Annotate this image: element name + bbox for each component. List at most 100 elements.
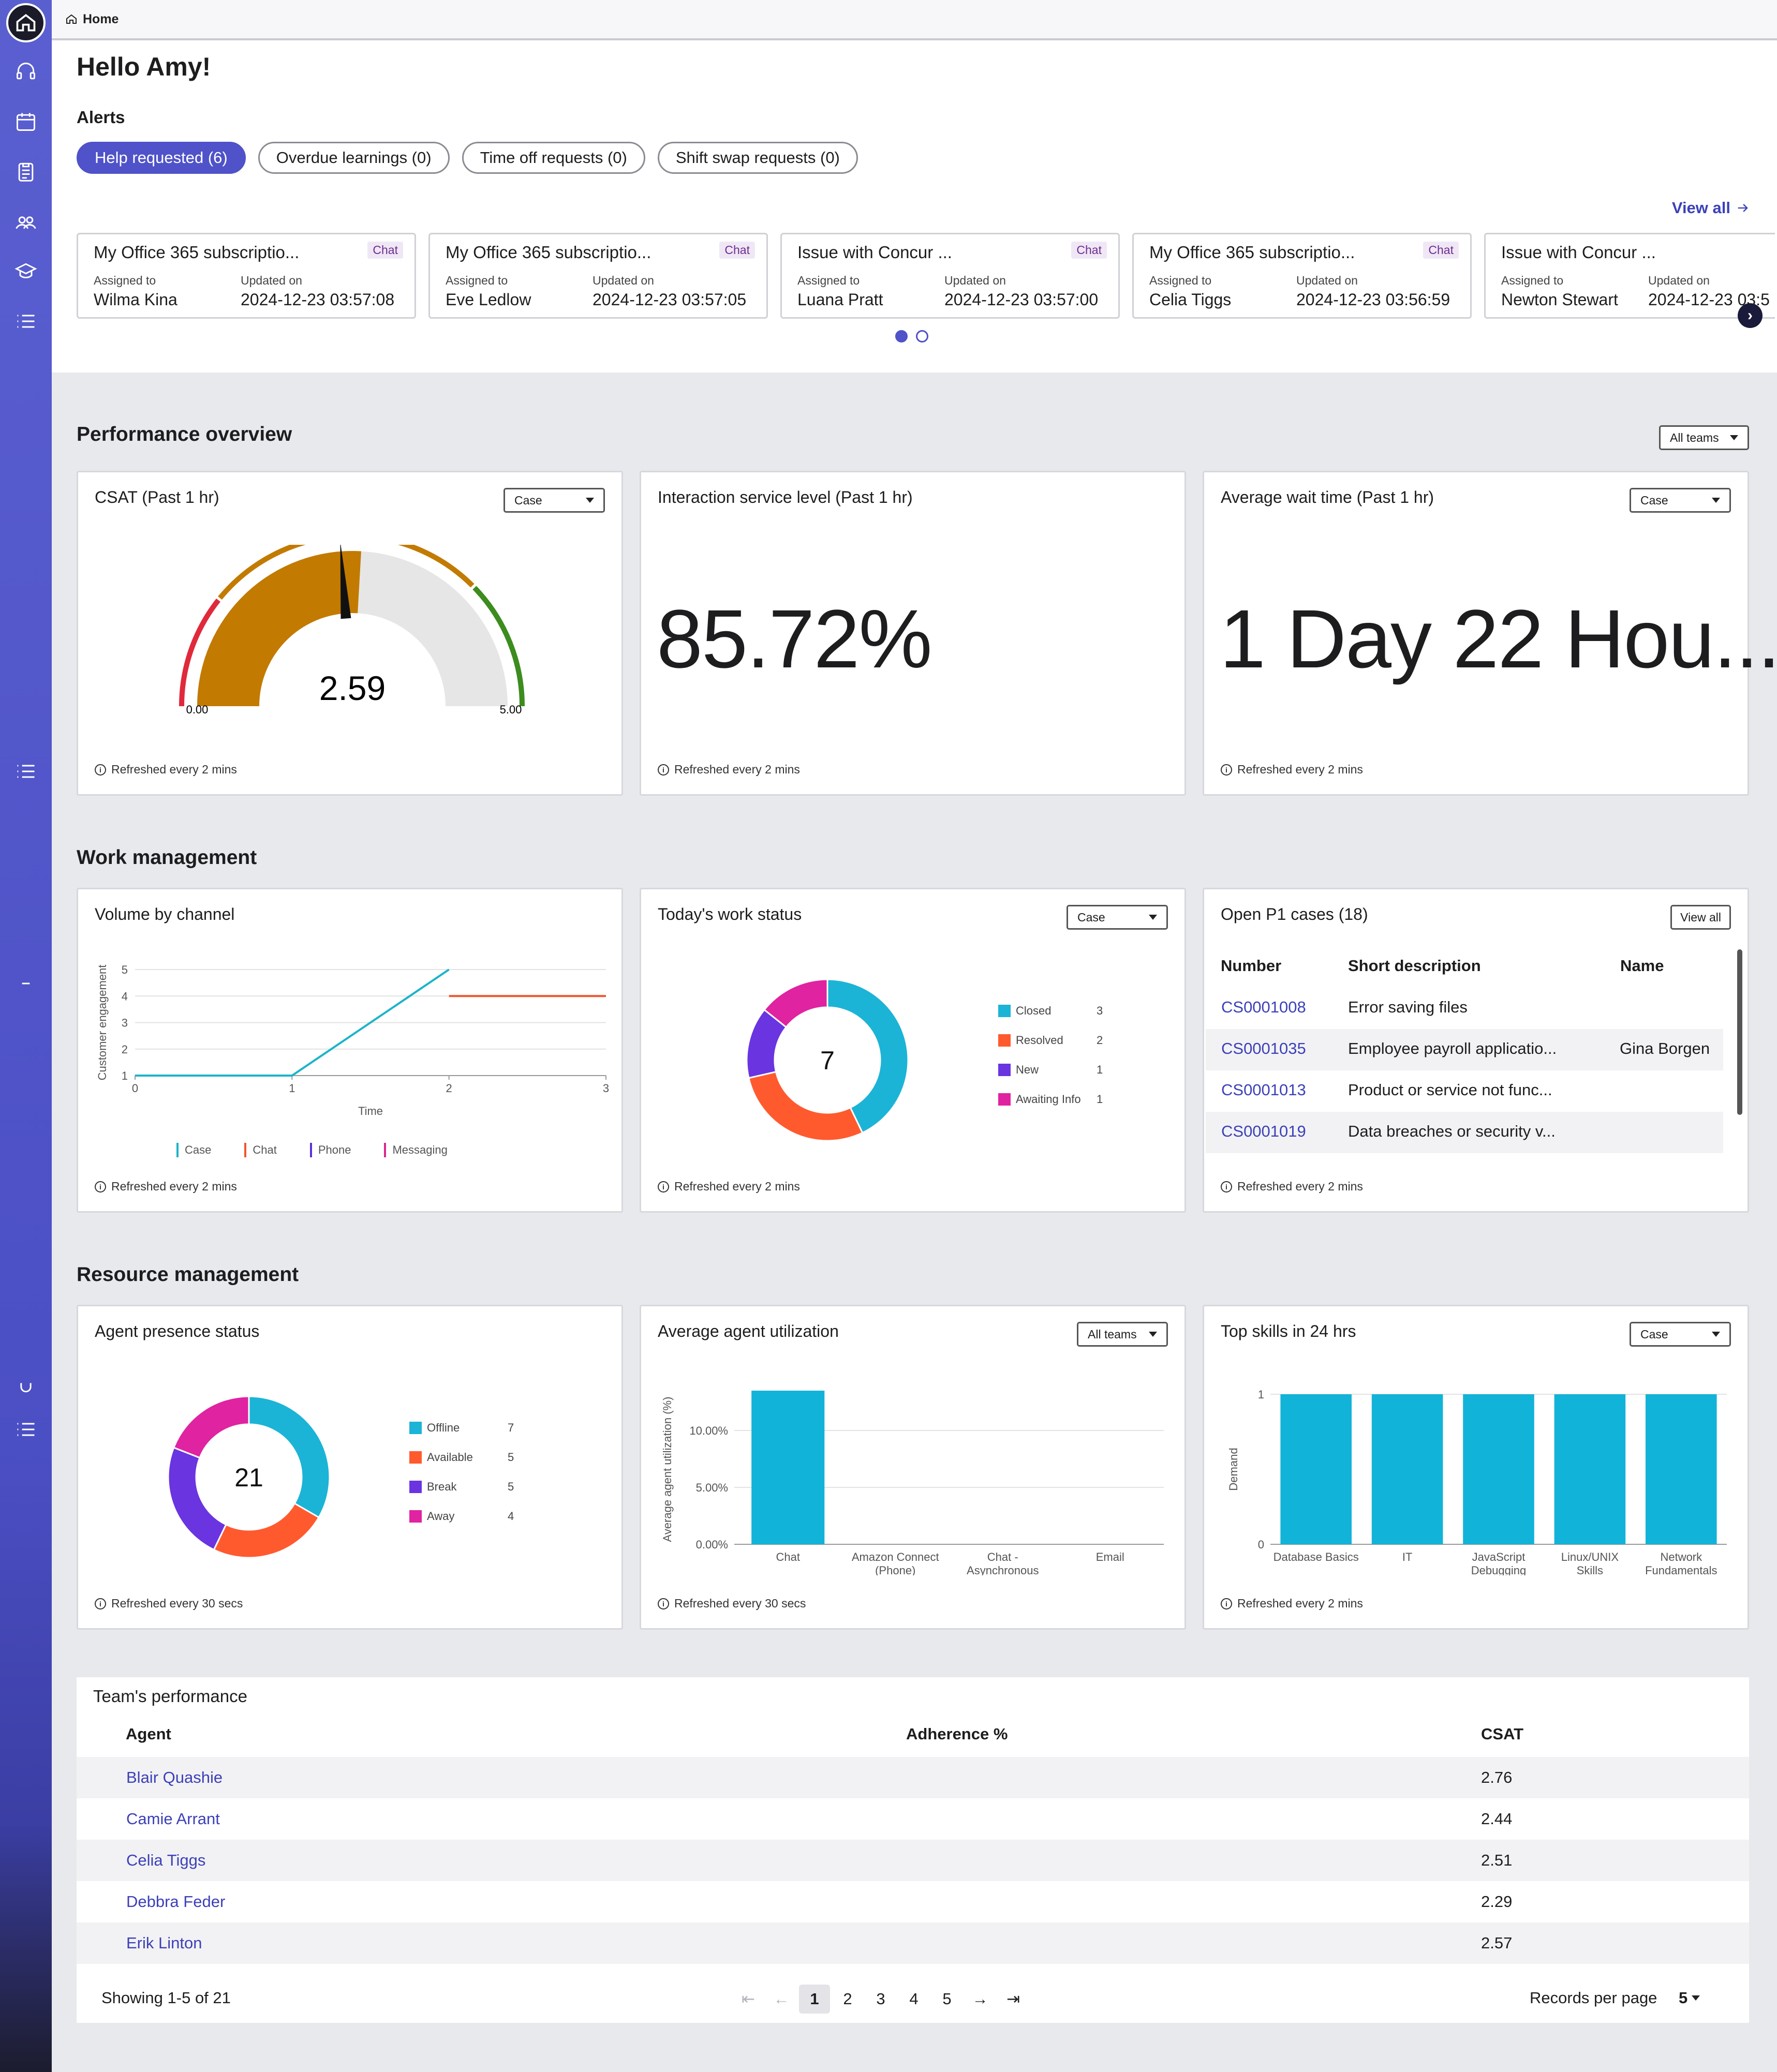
utilization-filter-dropdown[interactable]: All teams (1077, 1322, 1168, 1347)
legend-item-new[interactable]: New 1 (998, 1063, 1112, 1077)
alerts-view-all-link[interactable]: View all (1672, 199, 1750, 217)
legend-item-break[interactable]: Break 5 (409, 1480, 523, 1494)
table-row[interactable]: Erik Linton 2.57 (77, 1922, 1749, 1964)
legend-value: 1 (1097, 1063, 1103, 1076)
agent-link[interactable]: Erik Linton (126, 1934, 202, 1952)
alert-card[interactable]: My Office 365 subscriptio... Chat Assign… (77, 233, 416, 319)
carousel-dot-1[interactable] (895, 330, 908, 342)
info-icon: i (658, 764, 669, 776)
records-per-page-value: 5 (1679, 1989, 1688, 2007)
table-row[interactable]: Camie Arrant 2.44 (77, 1798, 1749, 1840)
team-icon[interactable] (13, 209, 39, 235)
prev-page-icon[interactable]: ← (773, 1990, 790, 2008)
case-description: Error saving files (1348, 998, 1468, 1016)
donut-slice-break (167, 1447, 227, 1551)
info-icon: i (658, 1181, 669, 1192)
csat-filter-dropdown[interactable]: Case (504, 488, 605, 513)
agent-link[interactable]: Debbra Feder (126, 1892, 226, 1911)
graduation-cap-icon[interactable] (13, 259, 39, 285)
table-row[interactable]: CS0001008 Error saving files (1206, 988, 1723, 1029)
donut-slice-resolved (748, 1070, 864, 1142)
list-icon[interactable] (13, 308, 39, 334)
next-page-icon[interactable]: → (972, 1990, 988, 2008)
table-row[interactable]: Celia Tiggs 2.51 (77, 1840, 1749, 1881)
p1-view-all-button[interactable]: View all (1670, 905, 1731, 930)
page-title: Hello Amy! (77, 52, 211, 81)
agent-link[interactable]: Celia Tiggs (126, 1851, 206, 1869)
records-per-page-select[interactable]: 5 (1679, 1989, 1700, 2007)
x-tick-label: Debugging (1471, 1564, 1526, 1575)
table-row[interactable]: Blair Quashie 2.76 (77, 1757, 1749, 1798)
carousel-dot-2[interactable] (916, 330, 928, 342)
y-tick-label: 0.00% (696, 1538, 728, 1551)
pill-shift-swap-requests[interactable]: Shift swap requests (0) (657, 142, 858, 174)
col-header-adherence[interactable]: Adherence % (906, 1725, 1008, 1743)
case-number-link[interactable]: CS0001013 (1221, 1081, 1306, 1099)
page-button-1[interactable]: 1 (799, 1985, 830, 2014)
legend-item-closed[interactable]: Closed 3 (998, 1004, 1112, 1018)
bar (1554, 1394, 1626, 1544)
agent-link[interactable]: Blair Quashie (126, 1768, 223, 1786)
legend-item-away[interactable]: Away 4 (409, 1510, 523, 1523)
calendar-icon[interactable] (13, 109, 39, 135)
legend-item-phone[interactable]: Phone (309, 1143, 351, 1157)
legend-item-case[interactable]: Case (176, 1143, 211, 1157)
table-row[interactable]: CS0001035 Employee payroll applicatio...… (1206, 1029, 1723, 1070)
panel-title: CSAT (Past 1 hr) (95, 488, 219, 506)
alert-card[interactable]: My Office 365 subscriptio... Chat Assign… (428, 233, 768, 319)
pill-help-requested[interactable]: Help requested (6) (77, 142, 246, 174)
col-header-agent[interactable]: Agent (126, 1725, 171, 1743)
cup-icon[interactable] (13, 1372, 39, 1398)
refresh-note: i Refreshed every 2 mins (1221, 1597, 1363, 1611)
col-header-name[interactable]: Name (1620, 957, 1664, 975)
work-status-filter-dropdown[interactable]: Case (1067, 905, 1168, 930)
legend-item-available[interactable]: Available 5 (409, 1451, 523, 1464)
page-button-4[interactable]: 4 (909, 1990, 919, 2008)
alert-card[interactable]: Issue with Concur ... Chat Assigned to U… (780, 233, 1120, 319)
assigned-value: Wilma Kina (94, 290, 177, 309)
legend-item-awaiting-info[interactable]: Awaiting Info 1 (998, 1093, 1112, 1106)
legend-item-resolved[interactable]: Resolved 2 (998, 1034, 1112, 1047)
case-number-link[interactable]: CS0001008 (1221, 998, 1306, 1016)
page-button-5[interactable]: 5 (942, 1990, 952, 2008)
assigned-label: Assigned to (797, 274, 860, 287)
wait-time-filter-dropdown[interactable]: Case (1630, 488, 1731, 513)
case-number-link[interactable]: CS0001035 (1221, 1039, 1306, 1057)
skills-filter-dropdown[interactable]: Case (1630, 1322, 1731, 1347)
legend-item-offline[interactable]: Offline 7 (409, 1421, 523, 1435)
alert-card[interactable]: My Office 365 subscriptio... Chat Assign… (1132, 233, 1472, 319)
page-button-3[interactable]: 3 (876, 1990, 885, 2008)
list-icon[interactable] (13, 758, 39, 784)
scrollbar[interactable] (1737, 949, 1742, 1115)
first-page-icon[interactable]: ⇤ (742, 1990, 755, 2008)
performance-team-filter[interactable]: All teams (1659, 425, 1749, 450)
table-row[interactable]: Debbra Feder 2.29 (77, 1881, 1749, 1922)
pill-time-off-requests[interactable]: Time off requests (0) (462, 142, 645, 174)
legend-item-chat[interactable]: Chat (244, 1143, 277, 1157)
home-icon[interactable] (6, 3, 46, 42)
col-header-number[interactable]: Number (1221, 957, 1282, 975)
page-button-2[interactable]: 2 (843, 1990, 852, 2008)
csat-value: 2.57 (1481, 1934, 1513, 1952)
presence-panel: Agent presence status 21 Offline 7 Availab… (77, 1305, 623, 1630)
legend-swatch (176, 1143, 179, 1157)
refresh-text: Refreshed every 2 mins (111, 1180, 237, 1193)
breadcrumb[interactable]: Home (65, 12, 119, 27)
table-row[interactable]: CS0001013 Product or service not func... (1206, 1070, 1723, 1112)
case-number-link[interactable]: CS0001019 (1221, 1122, 1306, 1140)
dash-icon[interactable] (13, 971, 39, 996)
list-icon[interactable] (13, 1417, 39, 1442)
last-page-icon[interactable]: ⇥ (1006, 1990, 1020, 2008)
clipboard-icon[interactable] (13, 158, 39, 184)
updated-value: 2024-12-23 03:57:05 (593, 290, 747, 309)
alert-card[interactable]: Issue with Concur ... Assigned to Update… (1484, 233, 1775, 319)
col-header-csat[interactable]: CSAT (1481, 1725, 1524, 1743)
col-header-short-description[interactable]: Short description (1348, 957, 1481, 975)
carousel-next-button[interactable]: › (1738, 303, 1763, 328)
legend-item-messaging[interactable]: Messaging (384, 1143, 448, 1157)
agent-link[interactable]: Camie Arrant (126, 1810, 220, 1828)
headset-icon[interactable] (13, 59, 39, 85)
table-row[interactable]: CS0001019 Data breaches or security v... (1206, 1112, 1723, 1153)
gauge-value-fill (197, 551, 361, 706)
pill-overdue-learnings[interactable]: Overdue learnings (0) (258, 142, 450, 174)
